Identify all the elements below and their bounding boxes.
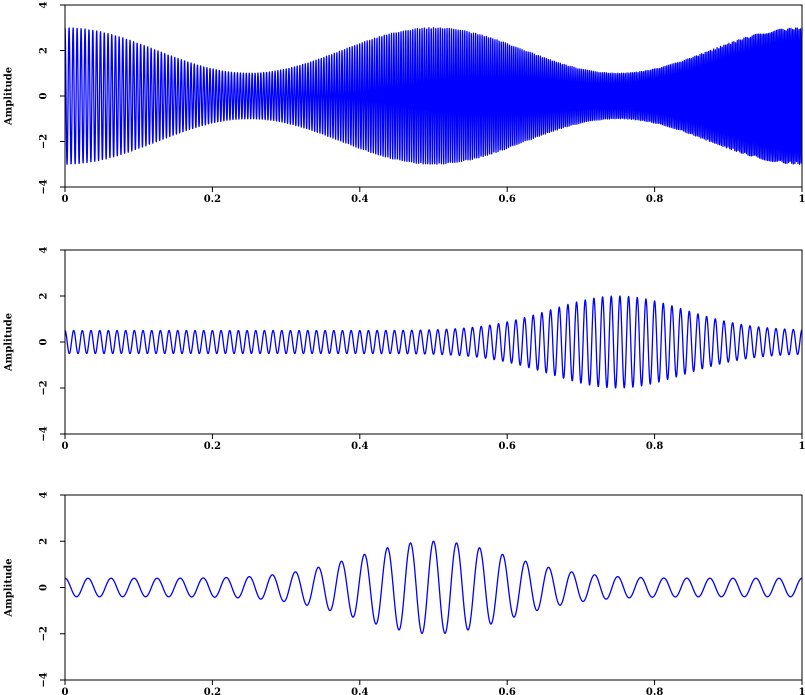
y-tick-label: −4	[39, 426, 50, 441]
x-tick-label: 0.2	[204, 687, 221, 695]
y-tick-label: −2	[39, 626, 50, 641]
chart-panel-1: 0 0.2 0.4 0.6 0.8 1 −4 −2 0 2 4 Amplitude	[4, 1, 805, 205]
x-tick-label: 0	[62, 194, 69, 205]
y-axis-label: Amplitude	[4, 313, 15, 372]
series-line	[64, 27, 803, 165]
x-tick-label: 0.4	[351, 441, 368, 452]
y-tick-label: 4	[39, 491, 50, 498]
series-line	[64, 540, 803, 634]
x-tick-label: 1	[799, 194, 805, 205]
y-axis-label: Amplitude	[4, 558, 15, 617]
x-tick-label: 0.2	[204, 194, 221, 205]
x-tick-label: 0.6	[498, 441, 515, 452]
y-tick-label: 4	[39, 1, 50, 8]
y-tick-label: −2	[39, 380, 50, 395]
y-tick-label: −2	[39, 134, 50, 149]
y-tick-label: 0	[39, 92, 50, 99]
x-tick-label: 1	[799, 441, 805, 452]
y-tick-label: 0	[39, 584, 50, 591]
y-tick-label: 2	[39, 47, 50, 54]
y-axis-label: Amplitude	[4, 67, 15, 126]
plot-frame	[64, 494, 803, 681]
x-tick-label: 0.8	[646, 687, 663, 695]
y-tick-label: −4	[39, 672, 50, 687]
x-tick-label: 0.6	[498, 194, 515, 205]
y-tick-label: −4	[39, 179, 50, 194]
chart-panel-3: 0 0.2 0.4 0.6 0.8 1 −4 −2 0 2 4 Amplitude	[4, 491, 805, 695]
x-tick-label: 0.6	[498, 687, 515, 695]
x-tick-label: 0.4	[351, 687, 368, 695]
series-line	[64, 295, 803, 389]
chart-panel-2: 0 0.2 0.4 0.6 0.8 1 −4 −2 0 2 4 Amplitude	[4, 246, 805, 452]
x-tick-label: 0.8	[646, 441, 663, 452]
x-tick-label: 0	[62, 441, 69, 452]
x-tick-label: 0.4	[351, 194, 368, 205]
y-tick-label: 0	[39, 338, 50, 345]
y-tick-label: 4	[39, 246, 50, 253]
y-tick-label: 2	[39, 538, 50, 545]
x-tick-label: 0	[62, 687, 69, 695]
x-tick-label: 0.8	[646, 194, 663, 205]
x-tick-label: 0.2	[204, 441, 221, 452]
x-tick-label: 1	[799, 687, 805, 695]
y-tick-label: 2	[39, 292, 50, 299]
